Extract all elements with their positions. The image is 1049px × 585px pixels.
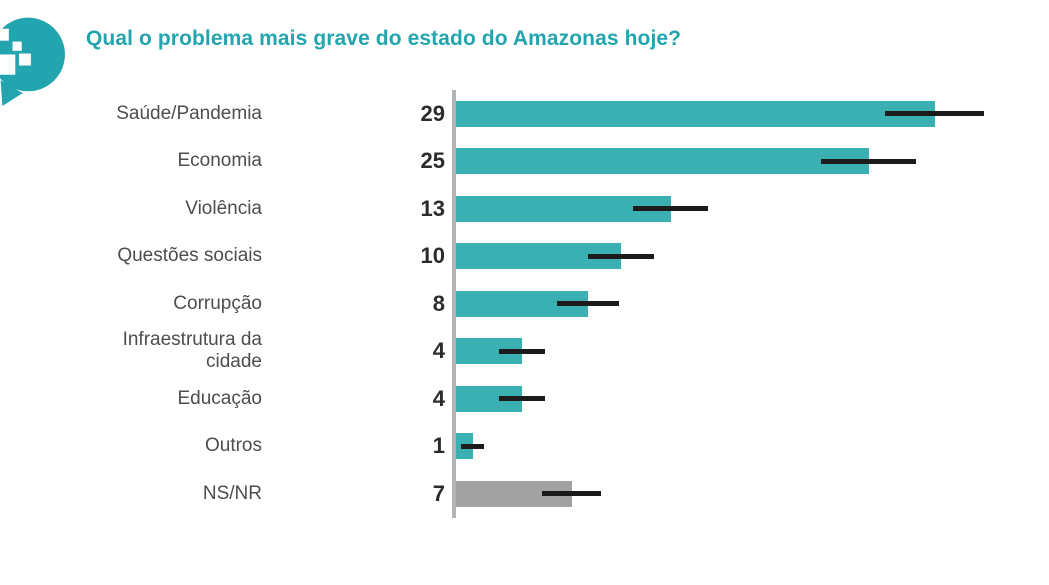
bar-track — [452, 280, 1049, 328]
bar-track — [452, 470, 1049, 518]
error-bar — [820, 158, 917, 164]
bar — [456, 148, 869, 175]
value-label: 7 — [432, 480, 445, 506]
category-label: Violência — [185, 197, 262, 219]
chart-row: Violência 13 — [0, 185, 1049, 233]
chart-row: Economia 25 — [0, 137, 1049, 185]
bar-track — [452, 327, 1049, 375]
value-label: 8 — [432, 290, 445, 316]
category-label: Questões sociais — [117, 245, 262, 267]
category-label: Educação — [177, 387, 262, 409]
error-bar — [541, 491, 602, 497]
category-label: Corrupção — [173, 292, 262, 314]
value-label: 10 — [420, 243, 445, 269]
value-label: 25 — [420, 148, 445, 174]
value-label: 1 — [432, 433, 445, 459]
chart-row: Corrupção 8 — [0, 280, 1049, 328]
bar-track — [452, 375, 1049, 423]
category-label: NS/NR — [202, 482, 262, 504]
error-bar — [498, 396, 546, 402]
chart-title: Qual o problema mais grave do estado do … — [86, 27, 682, 50]
category-label: Saúde/Pandemia — [116, 102, 262, 124]
bar-track — [452, 90, 1049, 138]
value-label: 13 — [420, 195, 445, 221]
error-bar — [588, 253, 654, 259]
chart-row: Educação 4 — [0, 375, 1049, 423]
category-label: Economia — [177, 150, 263, 172]
chart-row: Saúde/Pandemia 29 — [0, 90, 1049, 138]
chart-row: Questões sociais 10 — [0, 232, 1049, 280]
category-label: Infraestrutura da cidade — [122, 329, 262, 373]
value-label: 29 — [420, 100, 445, 126]
bar-track — [452, 185, 1049, 233]
bar-chart: Saúde/Pandemia 29 Economia 25 Violência … — [0, 90, 1049, 518]
bar-track — [452, 232, 1049, 280]
error-bar — [556, 301, 620, 307]
error-bar — [460, 443, 485, 449]
chart-row: Outros 1 — [0, 422, 1049, 470]
value-label: 4 — [432, 338, 445, 364]
bar — [456, 100, 935, 127]
bar-track — [452, 137, 1049, 185]
category-label: Outros — [204, 435, 262, 457]
error-bar — [498, 348, 546, 354]
chart-row: NS/NR 7 — [0, 470, 1049, 518]
error-bar — [885, 111, 984, 117]
speech-bubble-mosaic-icon — [0, 17, 65, 106]
chart-row: Infraestrutura da cidade 4 — [0, 327, 1049, 375]
bar-track — [452, 422, 1049, 470]
value-label: 4 — [432, 385, 445, 411]
error-bar — [632, 206, 709, 212]
